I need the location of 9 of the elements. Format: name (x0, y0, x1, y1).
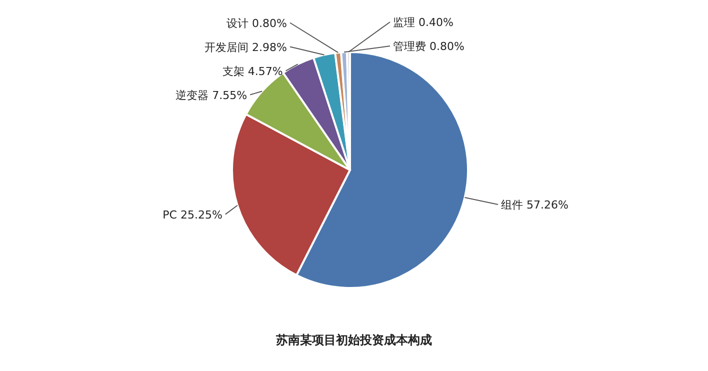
slice-label: PC 25.25% (162, 208, 222, 222)
slice-label: 支架 4.57% (222, 64, 283, 78)
slice-label: 设计 0.80% (226, 16, 287, 30)
slice-label: 逆变器 7.55% (176, 88, 248, 102)
slice-label: 组件 57.26% (501, 198, 568, 212)
slice-label: 管理费 0.80% (393, 40, 464, 54)
slice-label: 监理 0.40% (393, 16, 454, 30)
slice-label: 开发居间 2.98% (204, 40, 287, 54)
text: 苏南某项目初始投资成本构成 (275, 333, 432, 347)
